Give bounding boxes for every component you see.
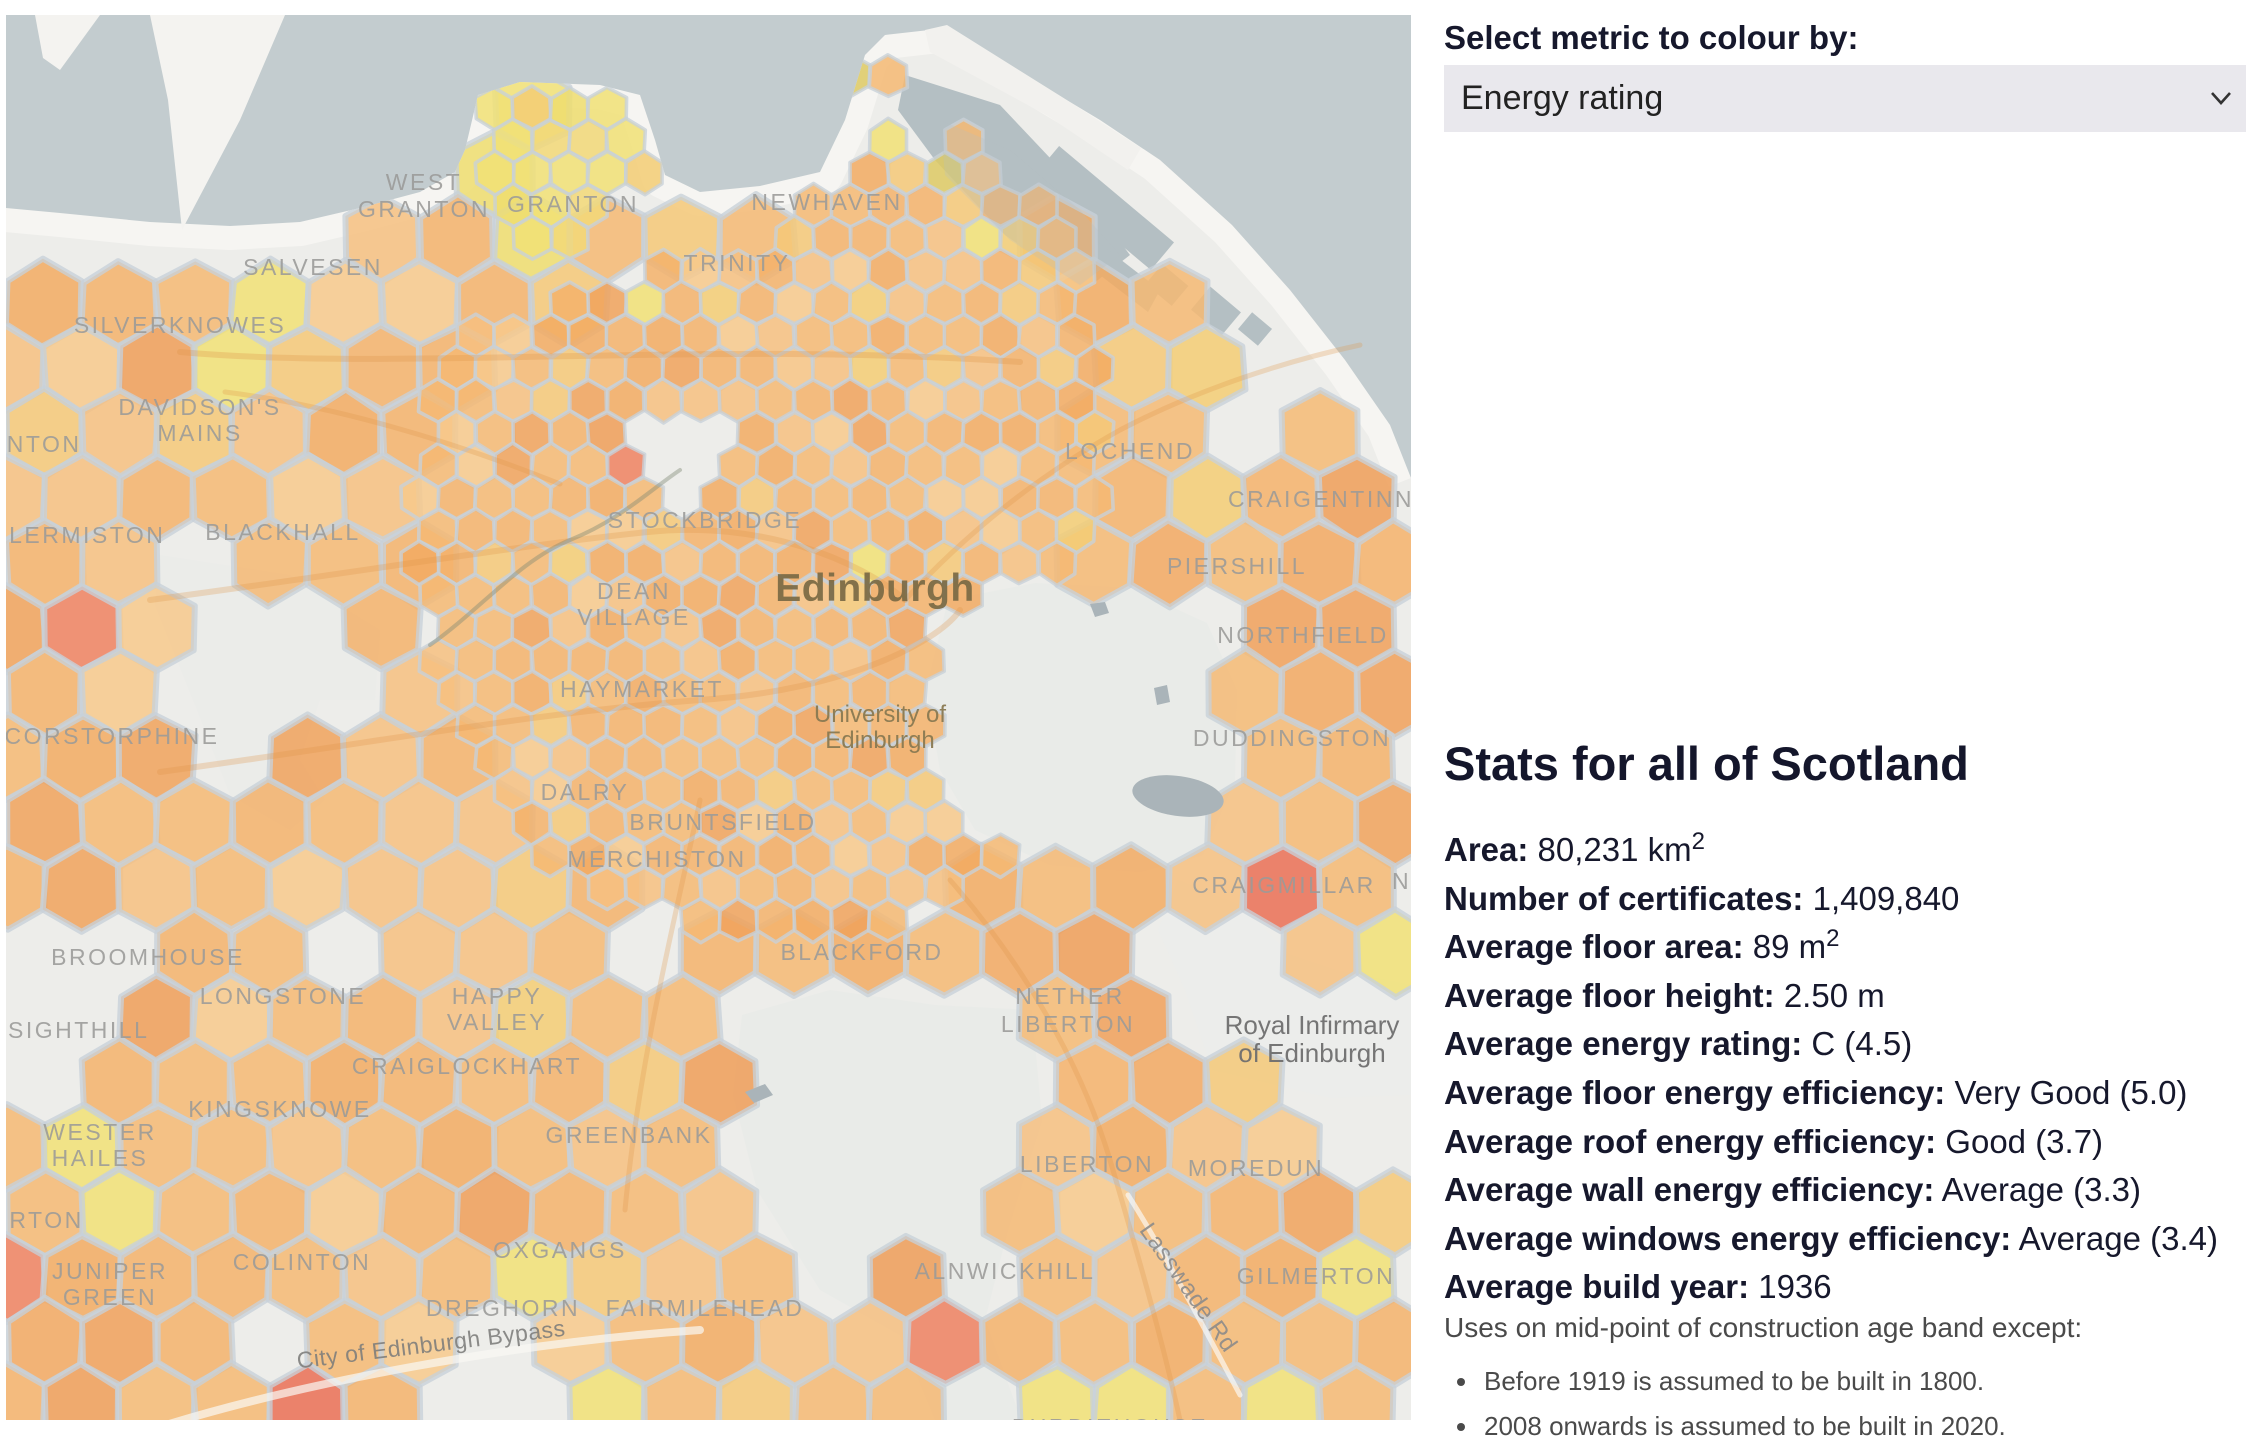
svg-text:CRAIGENTINNY: CRAIGENTINNY bbox=[1228, 486, 1411, 512]
svg-text:LONGSTONE: LONGSTONE bbox=[200, 983, 367, 1009]
svg-text:Royal Infirmary: Royal Infirmary bbox=[1225, 1010, 1400, 1040]
svg-text:SALVESEN: SALVESEN bbox=[243, 254, 383, 280]
svg-text:GREENBANK: GREENBANK bbox=[546, 1122, 713, 1148]
svg-text:BABERTON: BABERTON bbox=[6, 1207, 84, 1233]
svg-text:HAILES: HAILES bbox=[52, 1145, 149, 1171]
svg-text:NIDDRIE: NIDDRIE bbox=[1392, 868, 1411, 894]
svg-text:DUDDINGSTON: DUDDINGSTON bbox=[1193, 725, 1391, 751]
svg-text:DREGHORN: DREGHORN bbox=[426, 1295, 580, 1321]
svg-text:Edinburgh: Edinburgh bbox=[775, 567, 974, 610]
svg-text:WEST: WEST bbox=[386, 169, 462, 195]
svg-text:Edinburgh: Edinburgh bbox=[825, 727, 934, 754]
svg-text:GRANTON: GRANTON bbox=[507, 191, 639, 217]
svg-text:MERCHISTON: MERCHISTON bbox=[567, 846, 746, 872]
svg-text:CLERMISTON: CLERMISTON bbox=[6, 522, 165, 548]
svg-text:OXGANGS: OXGANGS bbox=[493, 1237, 627, 1263]
svg-text:TRINITY: TRINITY bbox=[684, 250, 791, 276]
svg-text:JUNIPER: JUNIPER bbox=[52, 1258, 168, 1284]
svg-text:BURDIEHOUSE: BURDIEHOUSE bbox=[1012, 1414, 1208, 1420]
svg-text:SILVERKNOWES: SILVERKNOWES bbox=[74, 312, 286, 338]
svg-text:STOCKBRIDGE: STOCKBRIDGE bbox=[608, 507, 803, 533]
svg-text:LIBERTON: LIBERTON bbox=[1001, 1011, 1135, 1037]
svg-text:KINGSKNOWE: KINGSKNOWE bbox=[188, 1096, 371, 1122]
svg-text:FAIRMILEHEAD: FAIRMILEHEAD bbox=[606, 1295, 805, 1321]
svg-text:CORSTORPHINE: CORSTORPHINE bbox=[6, 723, 219, 749]
svg-text:PIERSHILL: PIERSHILL bbox=[1167, 553, 1307, 579]
svg-text:BARNTON: BARNTON bbox=[6, 431, 82, 457]
svg-text:MAINS: MAINS bbox=[157, 420, 242, 446]
svg-text:CRAIGMILLAR: CRAIGMILLAR bbox=[1192, 872, 1375, 898]
svg-text:VILLAGE: VILLAGE bbox=[577, 604, 690, 630]
svg-text:DEAN: DEAN bbox=[597, 578, 671, 604]
svg-text:ALNWICKHILL: ALNWICKHILL bbox=[915, 1258, 1096, 1284]
svg-text:SIGHTHILL: SIGHTHILL bbox=[8, 1017, 149, 1043]
svg-text:BRUNTSFIELD: BRUNTSFIELD bbox=[629, 809, 816, 835]
svg-text:LIBERTON: LIBERTON bbox=[1020, 1151, 1154, 1177]
svg-text:CRAIGLOCKHART: CRAIGLOCKHART bbox=[352, 1053, 582, 1079]
svg-text:WESTER: WESTER bbox=[43, 1119, 156, 1145]
svg-text:HAPPY: HAPPY bbox=[452, 983, 542, 1009]
svg-text:NETHER: NETHER bbox=[1015, 983, 1125, 1009]
svg-text:BLACKFORD: BLACKFORD bbox=[780, 939, 943, 965]
svg-text:MOREDUN: MOREDUN bbox=[1188, 1155, 1324, 1181]
svg-text:VALLEY: VALLEY bbox=[447, 1009, 547, 1035]
svg-text:University of: University of bbox=[814, 701, 946, 728]
svg-text:of Edinburgh: of Edinburgh bbox=[1238, 1038, 1385, 1068]
svg-text:DALRY: DALRY bbox=[541, 779, 630, 805]
svg-text:HAYMARKET: HAYMARKET bbox=[560, 676, 724, 702]
svg-text:GILMERTON: GILMERTON bbox=[1237, 1263, 1395, 1289]
svg-text:NORTHFIELD: NORTHFIELD bbox=[1217, 622, 1389, 648]
svg-text:COLINTON: COLINTON bbox=[233, 1249, 371, 1275]
svg-text:GRANTON: GRANTON bbox=[358, 196, 490, 222]
svg-text:LOCHEND: LOCHEND bbox=[1065, 438, 1195, 464]
svg-text:DAVIDSON'S: DAVIDSON'S bbox=[118, 394, 281, 420]
svg-text:BROOMHOUSE: BROOMHOUSE bbox=[51, 944, 245, 970]
svg-text:BLACKHALL: BLACKHALL bbox=[205, 519, 360, 545]
svg-text:NEWHAVEN: NEWHAVEN bbox=[751, 189, 902, 215]
svg-text:GREEN: GREEN bbox=[63, 1284, 157, 1310]
